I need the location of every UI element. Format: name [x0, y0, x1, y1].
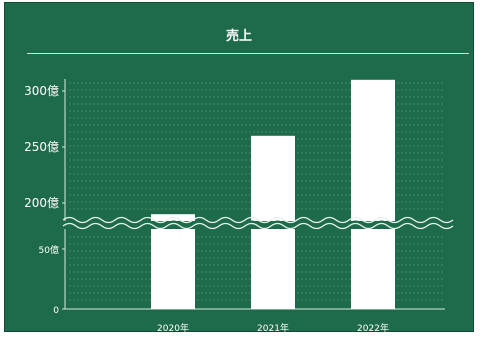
title-divider	[27, 53, 469, 54]
bar	[151, 214, 195, 309]
y-tick-label: 300億	[24, 84, 59, 98]
axis-break-wave	[62, 222, 454, 230]
chart-title: 売上	[225, 29, 252, 44]
axis-break-wave	[62, 216, 454, 224]
y-tick-label: 250億	[24, 140, 59, 154]
y-tick-label: 200億	[24, 196, 59, 210]
x-tick-label: 2021年	[257, 322, 289, 333]
y-tick-label: 50億	[39, 244, 59, 256]
chart-board: 売上 0 50億 200億 250億 300億 2020年 2021年 2022年	[4, 2, 474, 333]
x-tick-label: 2022年	[357, 322, 389, 333]
y-tick-label: 0	[53, 306, 59, 316]
x-tick-label: 2020年	[157, 322, 189, 333]
bar-chart: 0 50億 200億 250億 300億 2020年 2021年 2022年	[24, 79, 454, 333]
bar	[351, 79, 395, 309]
